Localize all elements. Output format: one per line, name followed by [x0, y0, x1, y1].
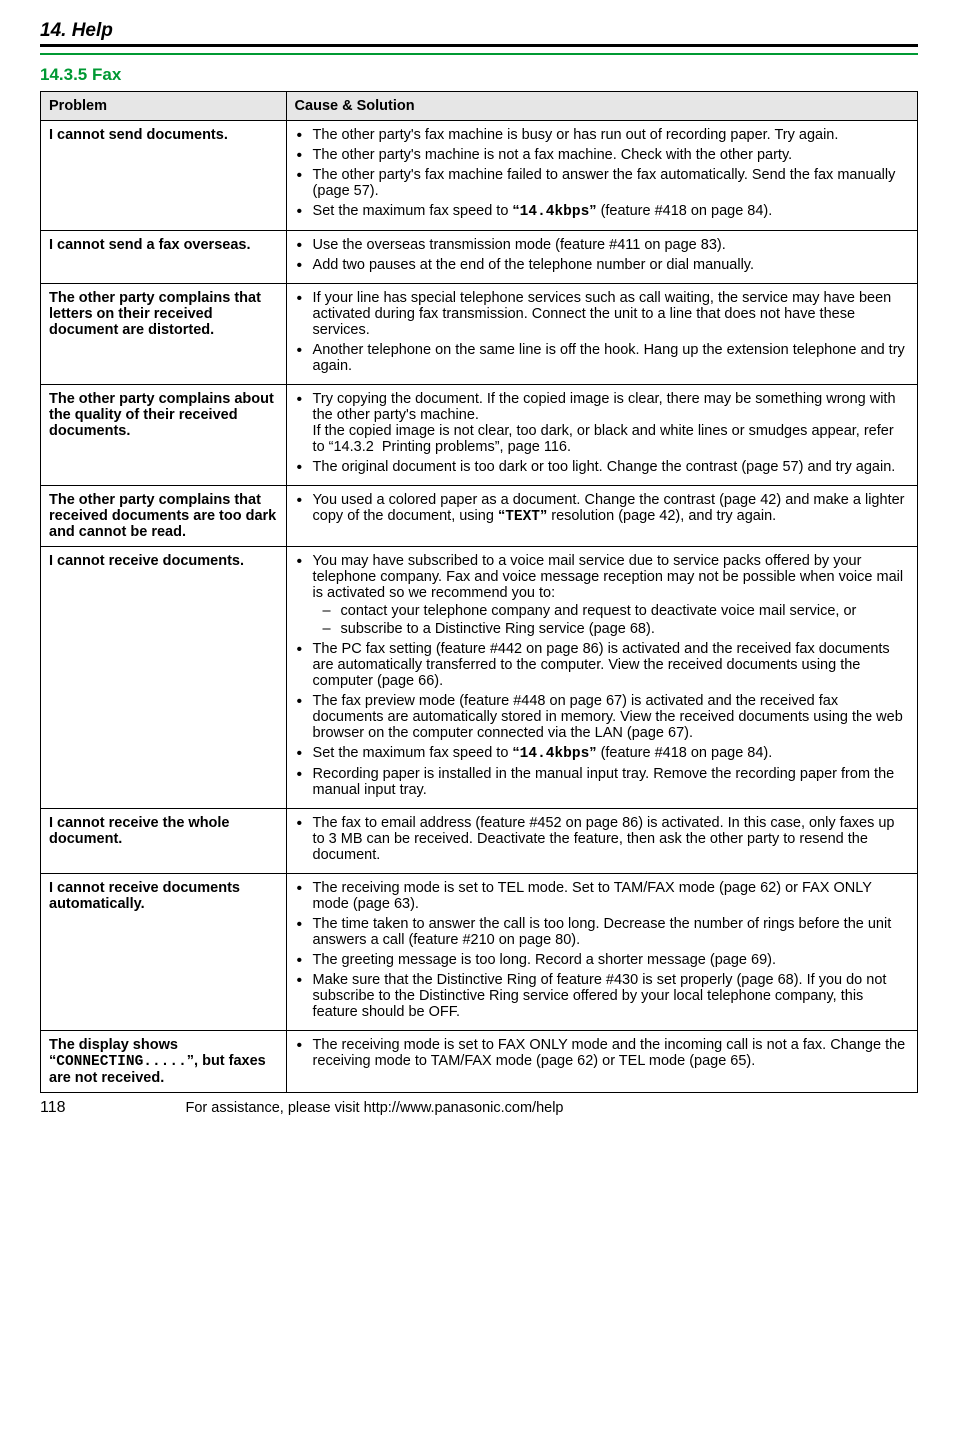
table-row: I cannot receive documents. You may have… — [41, 547, 918, 809]
bullet: Use the overseas transmission mode (feat… — [295, 237, 909, 253]
bullet: The other party's fax machine failed to … — [295, 167, 909, 199]
solution-cell: The receiving mode is set to FAX ONLY mo… — [286, 1031, 917, 1093]
bullet-text: You may have subscribed to a voice mail … — [313, 553, 904, 601]
bullet: The greeting message is too long. Record… — [295, 952, 909, 968]
page-number: 118 — [40, 1099, 66, 1117]
col-header-problem: Problem — [41, 92, 287, 121]
bullet: The other party's fax machine is busy or… — [295, 127, 909, 143]
table-row: I cannot receive the whole document. The… — [41, 809, 918, 874]
bullet: Add two pauses at the end of the telepho… — [295, 257, 909, 273]
problem-cell: I cannot receive documents. — [41, 547, 287, 809]
divider-green — [40, 53, 918, 55]
solution-cell: The other party's fax machine is busy or… — [286, 121, 917, 231]
fax-troubleshooting-table: Problem Cause & Solution I cannot send d… — [40, 91, 918, 1093]
table-row: The other party complains that letters o… — [41, 284, 918, 385]
problem-cell: I cannot send a fax overseas. — [41, 231, 287, 284]
bullet: The time taken to answer the call is too… — [295, 916, 909, 948]
table-row: I cannot send a fax overseas. Use the ov… — [41, 231, 918, 284]
bullet: The PC fax setting (feature #442 on page… — [295, 641, 909, 689]
table-row: I cannot receive documents automatically… — [41, 874, 918, 1031]
bullet: You may have subscribed to a voice mail … — [295, 553, 909, 637]
table-row: The display shows “CONNECTING.....”, but… — [41, 1031, 918, 1093]
bullet: The fax to email address (feature #452 o… — [295, 815, 909, 863]
table-row: The other party complains that received … — [41, 486, 918, 547]
section-title: 14.3.5 Fax — [40, 65, 918, 85]
table-row: The other party complains about the qual… — [41, 385, 918, 486]
footer-text: For assistance, please visit http://www.… — [186, 1100, 564, 1116]
solution-cell: The receiving mode is set to TEL mode. S… — [286, 874, 917, 1031]
bullet: The original document is too dark or too… — [295, 459, 909, 475]
problem-cell: I cannot send documents. — [41, 121, 287, 231]
problem-cell: The other party complains that letters o… — [41, 284, 287, 385]
solution-cell: The fax to email address (feature #452 o… — [286, 809, 917, 874]
problem-cell: I cannot receive the whole document. — [41, 809, 287, 874]
bullet: Make sure that the Distinctive Ring of f… — [295, 972, 909, 1020]
bullet: The receiving mode is set to TEL mode. S… — [295, 880, 909, 912]
solution-cell: You used a colored paper as a document. … — [286, 486, 917, 547]
problem-cell: I cannot receive documents automatically… — [41, 874, 287, 1031]
dash-item: subscribe to a Distinctive Ring service … — [313, 621, 909, 637]
solution-cell: If your line has special telephone servi… — [286, 284, 917, 385]
bullet: Another telephone on the same line is of… — [295, 342, 909, 374]
table-row: I cannot send documents. The other party… — [41, 121, 918, 231]
solution-cell: You may have subscribed to a voice mail … — [286, 547, 917, 809]
dash-item: contact your telephone company and reque… — [313, 603, 909, 619]
solution-cell: Use the overseas transmission mode (feat… — [286, 231, 917, 284]
bullet: You used a colored paper as a document. … — [295, 492, 909, 525]
bullet: Recording paper is installed in the manu… — [295, 766, 909, 798]
bullet: If your line has special telephone servi… — [295, 290, 909, 338]
bullet: The other party's machine is not a fax m… — [295, 147, 909, 163]
chapter-title: 14. Help — [40, 20, 918, 47]
problem-cell: The display shows “CONNECTING.....”, but… — [41, 1031, 287, 1093]
col-header-solution: Cause & Solution — [286, 92, 917, 121]
problem-cell: The other party complains that received … — [41, 486, 287, 547]
problem-cell: The other party complains about the qual… — [41, 385, 287, 486]
bullet: Try copying the document. If the copied … — [295, 391, 909, 455]
bullet: Set the maximum fax speed to “14.4kbps” … — [295, 745, 909, 762]
bullet: The fax preview mode (feature #448 on pa… — [295, 693, 909, 741]
page-footer: 118 For assistance, please visit http://… — [40, 1099, 918, 1117]
bullet: Set the maximum fax speed to “14.4kbps” … — [295, 203, 909, 220]
bullet: The receiving mode is set to FAX ONLY mo… — [295, 1037, 909, 1069]
solution-cell: Try copying the document. If the copied … — [286, 385, 917, 486]
